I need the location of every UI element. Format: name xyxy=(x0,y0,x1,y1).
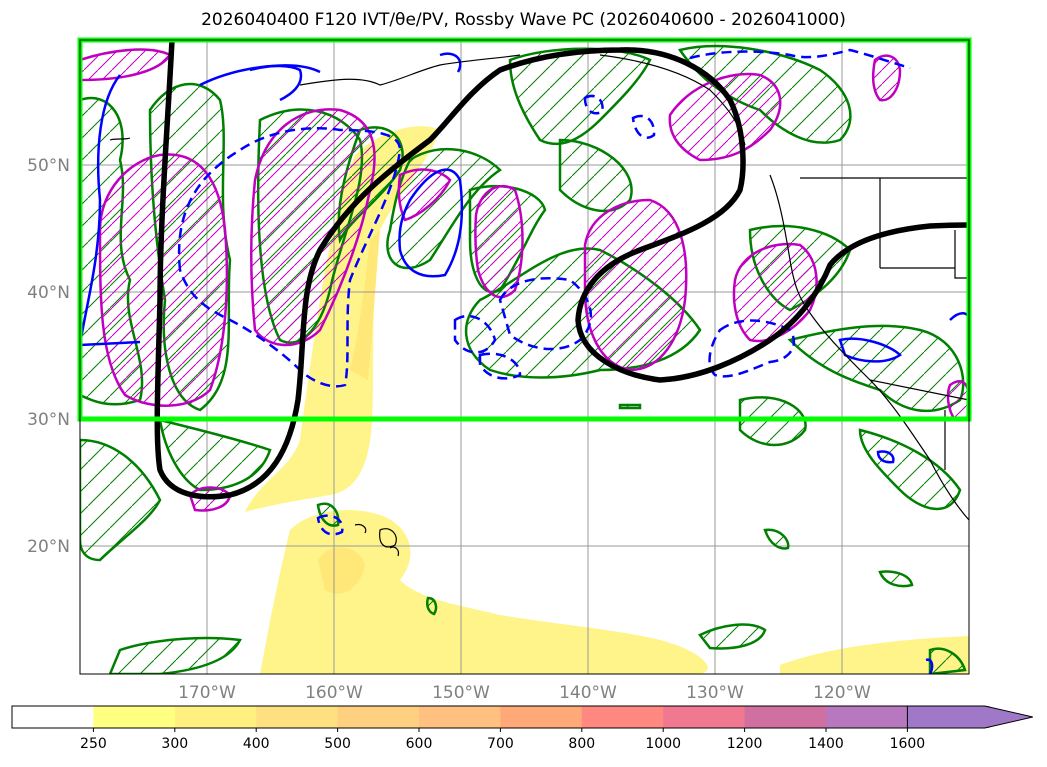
colorbar-segment xyxy=(826,706,908,728)
pv-contour xyxy=(154,40,969,500)
colorbar-label: 250 xyxy=(80,736,107,752)
lon-label-170w: 170°W xyxy=(178,683,236,703)
map-title: 2026040400 F120 IVT/θe/PV, Rossby Wave P… xyxy=(201,10,846,30)
lon-label-160w: 160°W xyxy=(305,683,363,703)
colorbar-segment xyxy=(744,706,827,728)
colorbar-segment xyxy=(337,706,420,728)
colorbar-segment xyxy=(663,706,746,728)
colorbar-label: 500 xyxy=(324,736,351,752)
colorbar-segment xyxy=(581,706,664,728)
lon-labels: 170°W 160°W 150°W 140°W 130°W 120°W xyxy=(178,683,871,703)
lat-label-20n: 20°N xyxy=(27,537,70,557)
blue-dashed-contours xyxy=(177,48,911,536)
colorbar: 250 300 400 500 600 700 800 1000 1200 1400 1600 xyxy=(11,705,1033,752)
colorbar-segment xyxy=(419,706,501,728)
colorbar-label: 400 xyxy=(243,736,270,752)
colorbar-segment xyxy=(256,706,339,728)
ivt-shading xyxy=(245,126,969,674)
lat-label-50n: 50°N xyxy=(27,156,70,176)
lon-label-150w: 150°W xyxy=(432,683,490,703)
map-border xyxy=(79,39,970,675)
colorbar-label: 300 xyxy=(161,736,188,752)
colorbar-segment xyxy=(12,706,94,728)
colorbar-label: 1600 xyxy=(890,736,926,752)
colorbar-outline xyxy=(11,705,908,729)
lat-labels: 50°N 40°N 30°N 20°N xyxy=(27,156,70,557)
colorbar-label: 1400 xyxy=(808,736,844,752)
colorbar-segment xyxy=(93,706,176,728)
lon-label-120w: 120°W xyxy=(813,683,871,703)
colorbar-label: 1200 xyxy=(727,736,763,752)
lon-label-140w: 140°W xyxy=(559,683,617,703)
colorbar-label: 1000 xyxy=(645,736,681,752)
colorbar-segment xyxy=(500,706,583,728)
colorbar-label: 800 xyxy=(568,736,595,752)
colorbar-extend-arrow xyxy=(906,705,1033,729)
blue-solid-contours xyxy=(80,52,969,674)
lat-label-40n: 40°N xyxy=(27,283,70,303)
lat-label-30n: 30°N xyxy=(27,410,70,430)
colorbar-label: 700 xyxy=(487,736,514,752)
lon-label-130w: 130°W xyxy=(686,683,744,703)
colorbar-label: 600 xyxy=(406,736,433,752)
colorbar-segment xyxy=(174,706,257,728)
coastlines xyxy=(109,54,969,557)
